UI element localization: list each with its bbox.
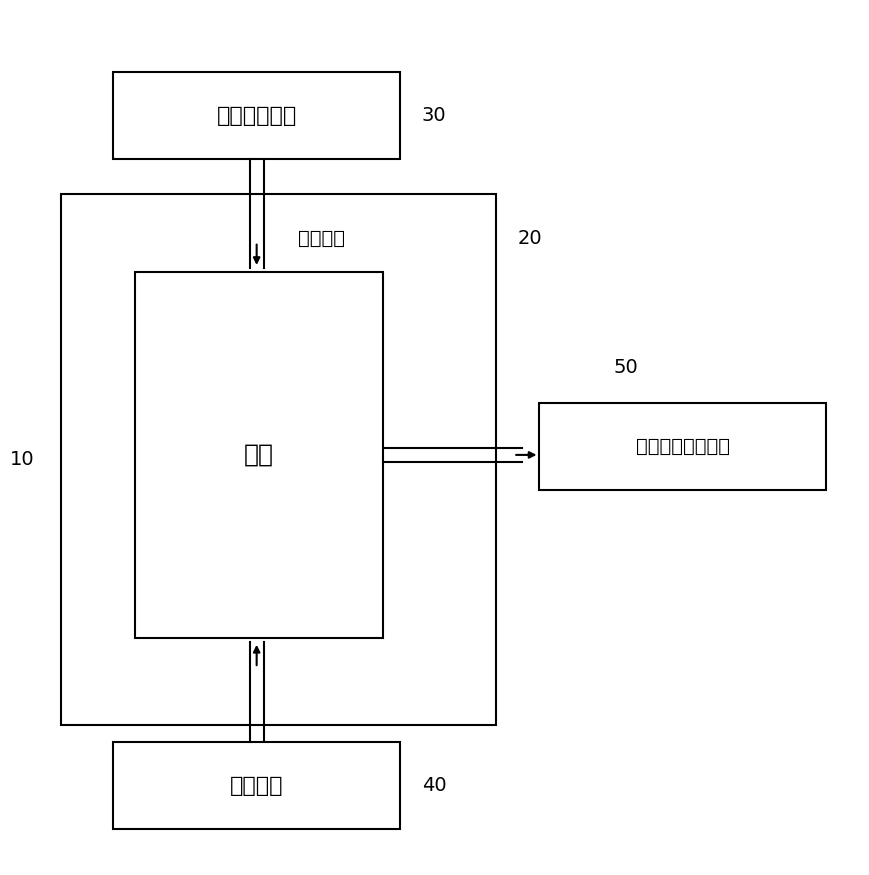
Text: 自动数据采集系统: 自动数据采集系统 xyxy=(635,437,729,456)
Bar xyxy=(113,742,400,829)
Text: 40: 40 xyxy=(421,776,446,795)
Text: 30: 30 xyxy=(421,106,446,125)
Text: 反力系统: 反力系统 xyxy=(229,775,283,795)
Text: 试样: 试样 xyxy=(243,443,274,467)
Bar xyxy=(113,72,400,159)
Text: 10: 10 xyxy=(10,450,35,469)
Text: 50: 50 xyxy=(613,358,637,376)
Text: 围压系统: 围压系统 xyxy=(298,228,345,248)
Bar xyxy=(61,194,495,724)
Bar xyxy=(135,272,382,638)
Bar xyxy=(539,402,826,490)
Text: 垂向压力系统: 垂向压力系统 xyxy=(216,106,296,126)
Text: 20: 20 xyxy=(517,228,541,248)
